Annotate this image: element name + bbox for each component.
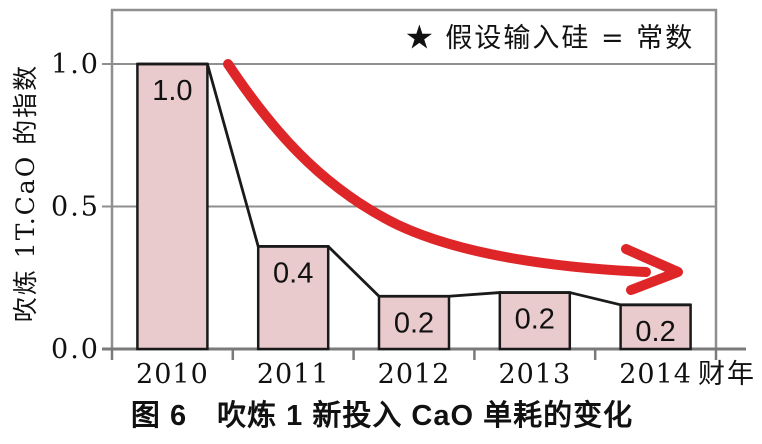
x-tick-label-2014: 2014 bbox=[619, 359, 692, 390]
y-tick-label: 0.0 bbox=[51, 334, 100, 365]
bar-value-label: 1.0 bbox=[152, 75, 192, 107]
bar-value-label: 0.2 bbox=[394, 307, 434, 339]
bar-2014 bbox=[619, 303, 692, 351]
bar-2011 bbox=[256, 245, 330, 351]
y-tick-label: 1.0 bbox=[51, 49, 100, 80]
x-tick-label-2010: 2010 bbox=[136, 359, 209, 390]
bar-2013 bbox=[498, 291, 572, 351]
x-axis-unit-label: 财年 bbox=[698, 359, 756, 390]
bar-value-label: 0.4 bbox=[273, 257, 313, 289]
y-axis-label: 吹炼 1T.CaO 的指数 bbox=[11, 63, 40, 323]
red-arrowhead-icon bbox=[621, 244, 683, 295]
x-tick-label-2012: 2012 bbox=[378, 359, 451, 390]
y-tick-label: 0.5 bbox=[51, 192, 100, 223]
x-tick-label-2011: 2011 bbox=[257, 359, 330, 390]
bar-top-trend-line bbox=[137, 62, 691, 307]
red-trend-curve bbox=[223, 59, 651, 277]
bar-2010 bbox=[136, 62, 209, 351]
x-tick-label-2013: 2013 bbox=[498, 359, 571, 390]
bar-value-label: 0.2 bbox=[635, 316, 675, 348]
chart-annotation: ★ 假设输入硅 = 常数 bbox=[405, 23, 695, 54]
bar-value-label: 0.2 bbox=[515, 304, 555, 336]
figure-caption: 图 6 吹炼 1 新投入 CaO 单耗的变化 bbox=[130, 400, 634, 432]
